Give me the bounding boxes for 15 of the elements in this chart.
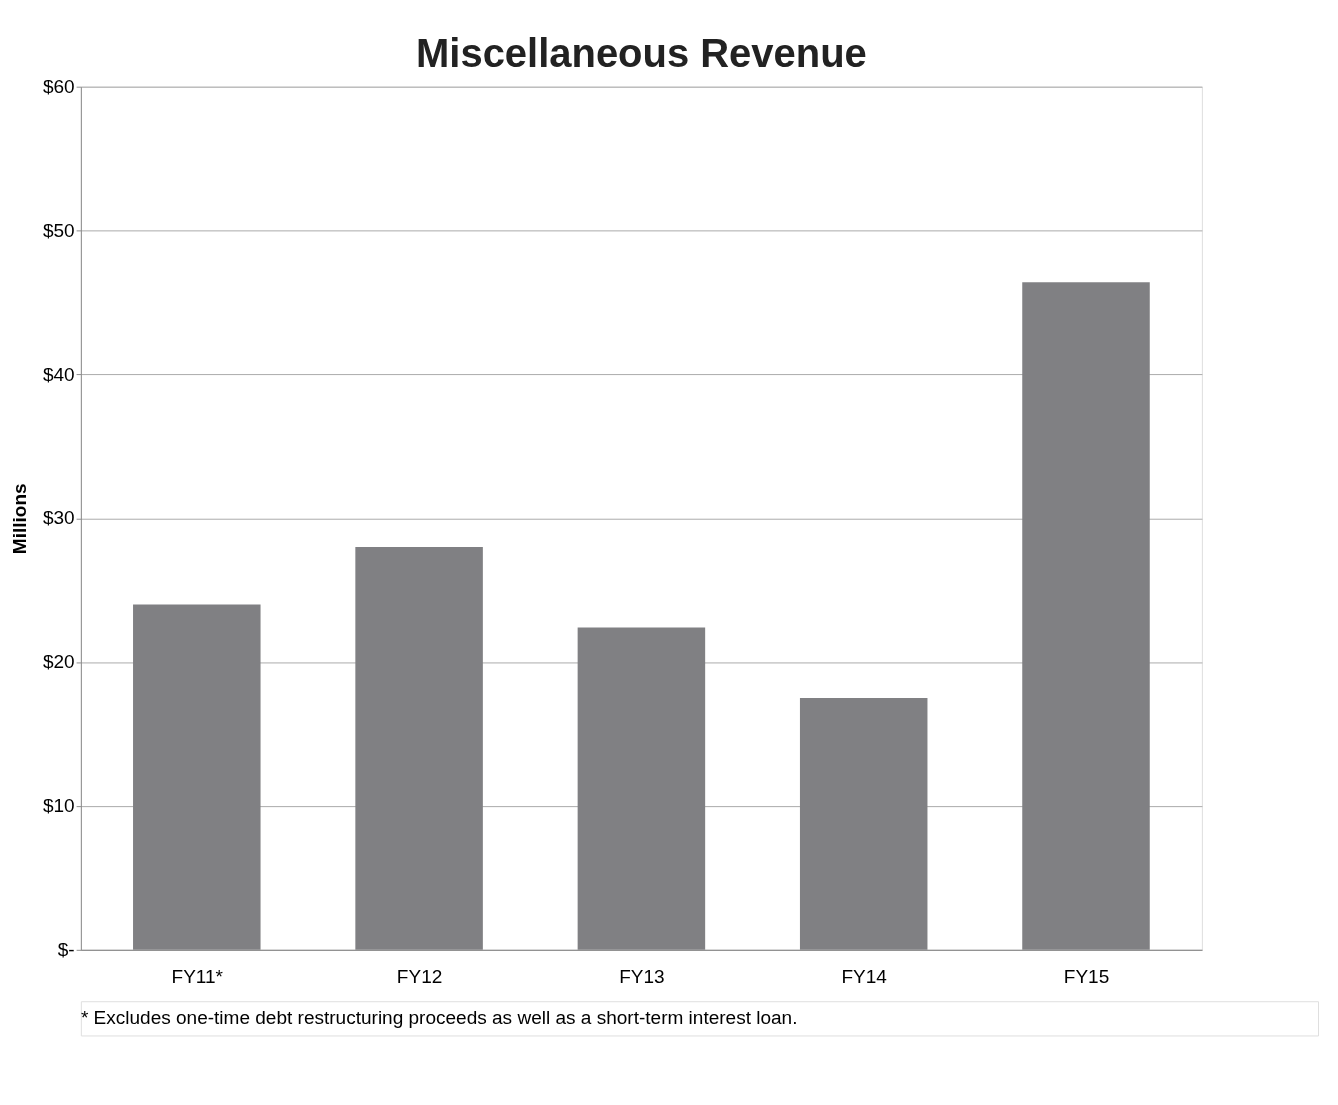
y-tick-label: $50 — [42, 219, 75, 241]
x-tick-label: FY11* — [171, 965, 224, 987]
x-tick-label: FY14 — [841, 965, 888, 987]
y-axis-title: Millions — [8, 483, 30, 555]
y-tick-label: $60 — [42, 75, 75, 97]
text: * Excludes one-time debt restructuring proceeds as well as a short-term interest loan. — [80, 1007, 798, 1029]
y-tick-label: $30 — [42, 507, 75, 529]
chart-title: Miscellaneous Revenue — [416, 30, 867, 75]
x-tick-label: FY13 — [619, 965, 665, 987]
x-tick-label: FY15 — [1063, 965, 1110, 987]
x-tick-label: FY12 — [396, 965, 443, 987]
y-tick-label: $10 — [42, 795, 75, 817]
y-tick-label: $- — [57, 939, 75, 961]
y-tick-label: $40 — [42, 363, 75, 385]
y-tick-label: $20 — [42, 651, 75, 673]
